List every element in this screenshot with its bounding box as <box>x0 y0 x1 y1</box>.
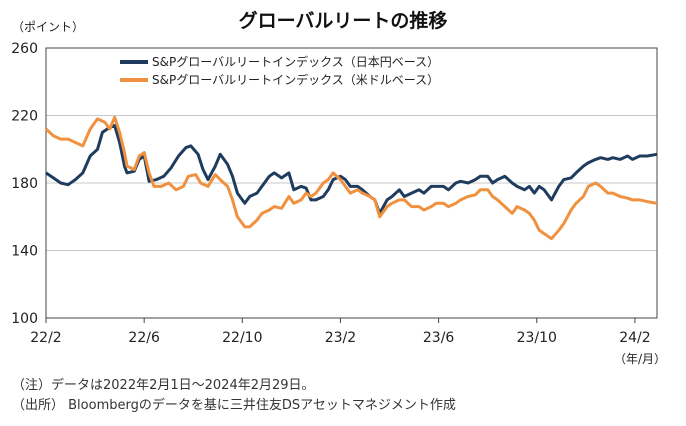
x-axis-unit: （年/月） <box>613 352 666 366</box>
footnote-source: （出所） Bloombergのデータを基に三井住友DSアセットマネジメント作成 <box>12 398 456 413</box>
footnotes: （注）データは2022年2月1日～2024年2月29日。 （出所） Bloomb… <box>12 376 456 416</box>
y-tick-label-180: 180 <box>11 176 38 192</box>
y-tick-label-140: 140 <box>11 244 38 260</box>
x-tick-label-4: 23/6 <box>423 330 455 346</box>
x-tick-label-6: 24/2 <box>619 330 650 346</box>
plot-frame <box>45 47 658 319</box>
y-tick-label-220: 220 <box>11 109 38 125</box>
x-tick-label-0: 22/2 <box>30 330 61 346</box>
y-tick-label-260: 260 <box>11 41 38 57</box>
x-tick-label-5: 23/10 <box>517 330 557 346</box>
y-axis-unit: （ポイント） <box>12 20 85 34</box>
legend-label-1: S&Pグローバルリートインデックス（米ドルベース） <box>152 72 439 87</box>
y-tick-label-100: 100 <box>11 311 38 327</box>
series-line-0 <box>45 124 658 215</box>
chart-title: グローバルリートの推移 <box>238 10 448 32</box>
footnote-period: （注）データは2022年2月1日～2024年2月29日。 <box>12 378 315 393</box>
x-tick-label-1: 22/6 <box>128 330 160 346</box>
series-line-1 <box>44 115 658 241</box>
x-tick-label-3: 23/2 <box>325 330 356 346</box>
x-tick-label-2: 22/10 <box>222 330 262 346</box>
legend-label-0: S&Pグローバルリートインデックス（日本円ベース） <box>152 54 439 69</box>
